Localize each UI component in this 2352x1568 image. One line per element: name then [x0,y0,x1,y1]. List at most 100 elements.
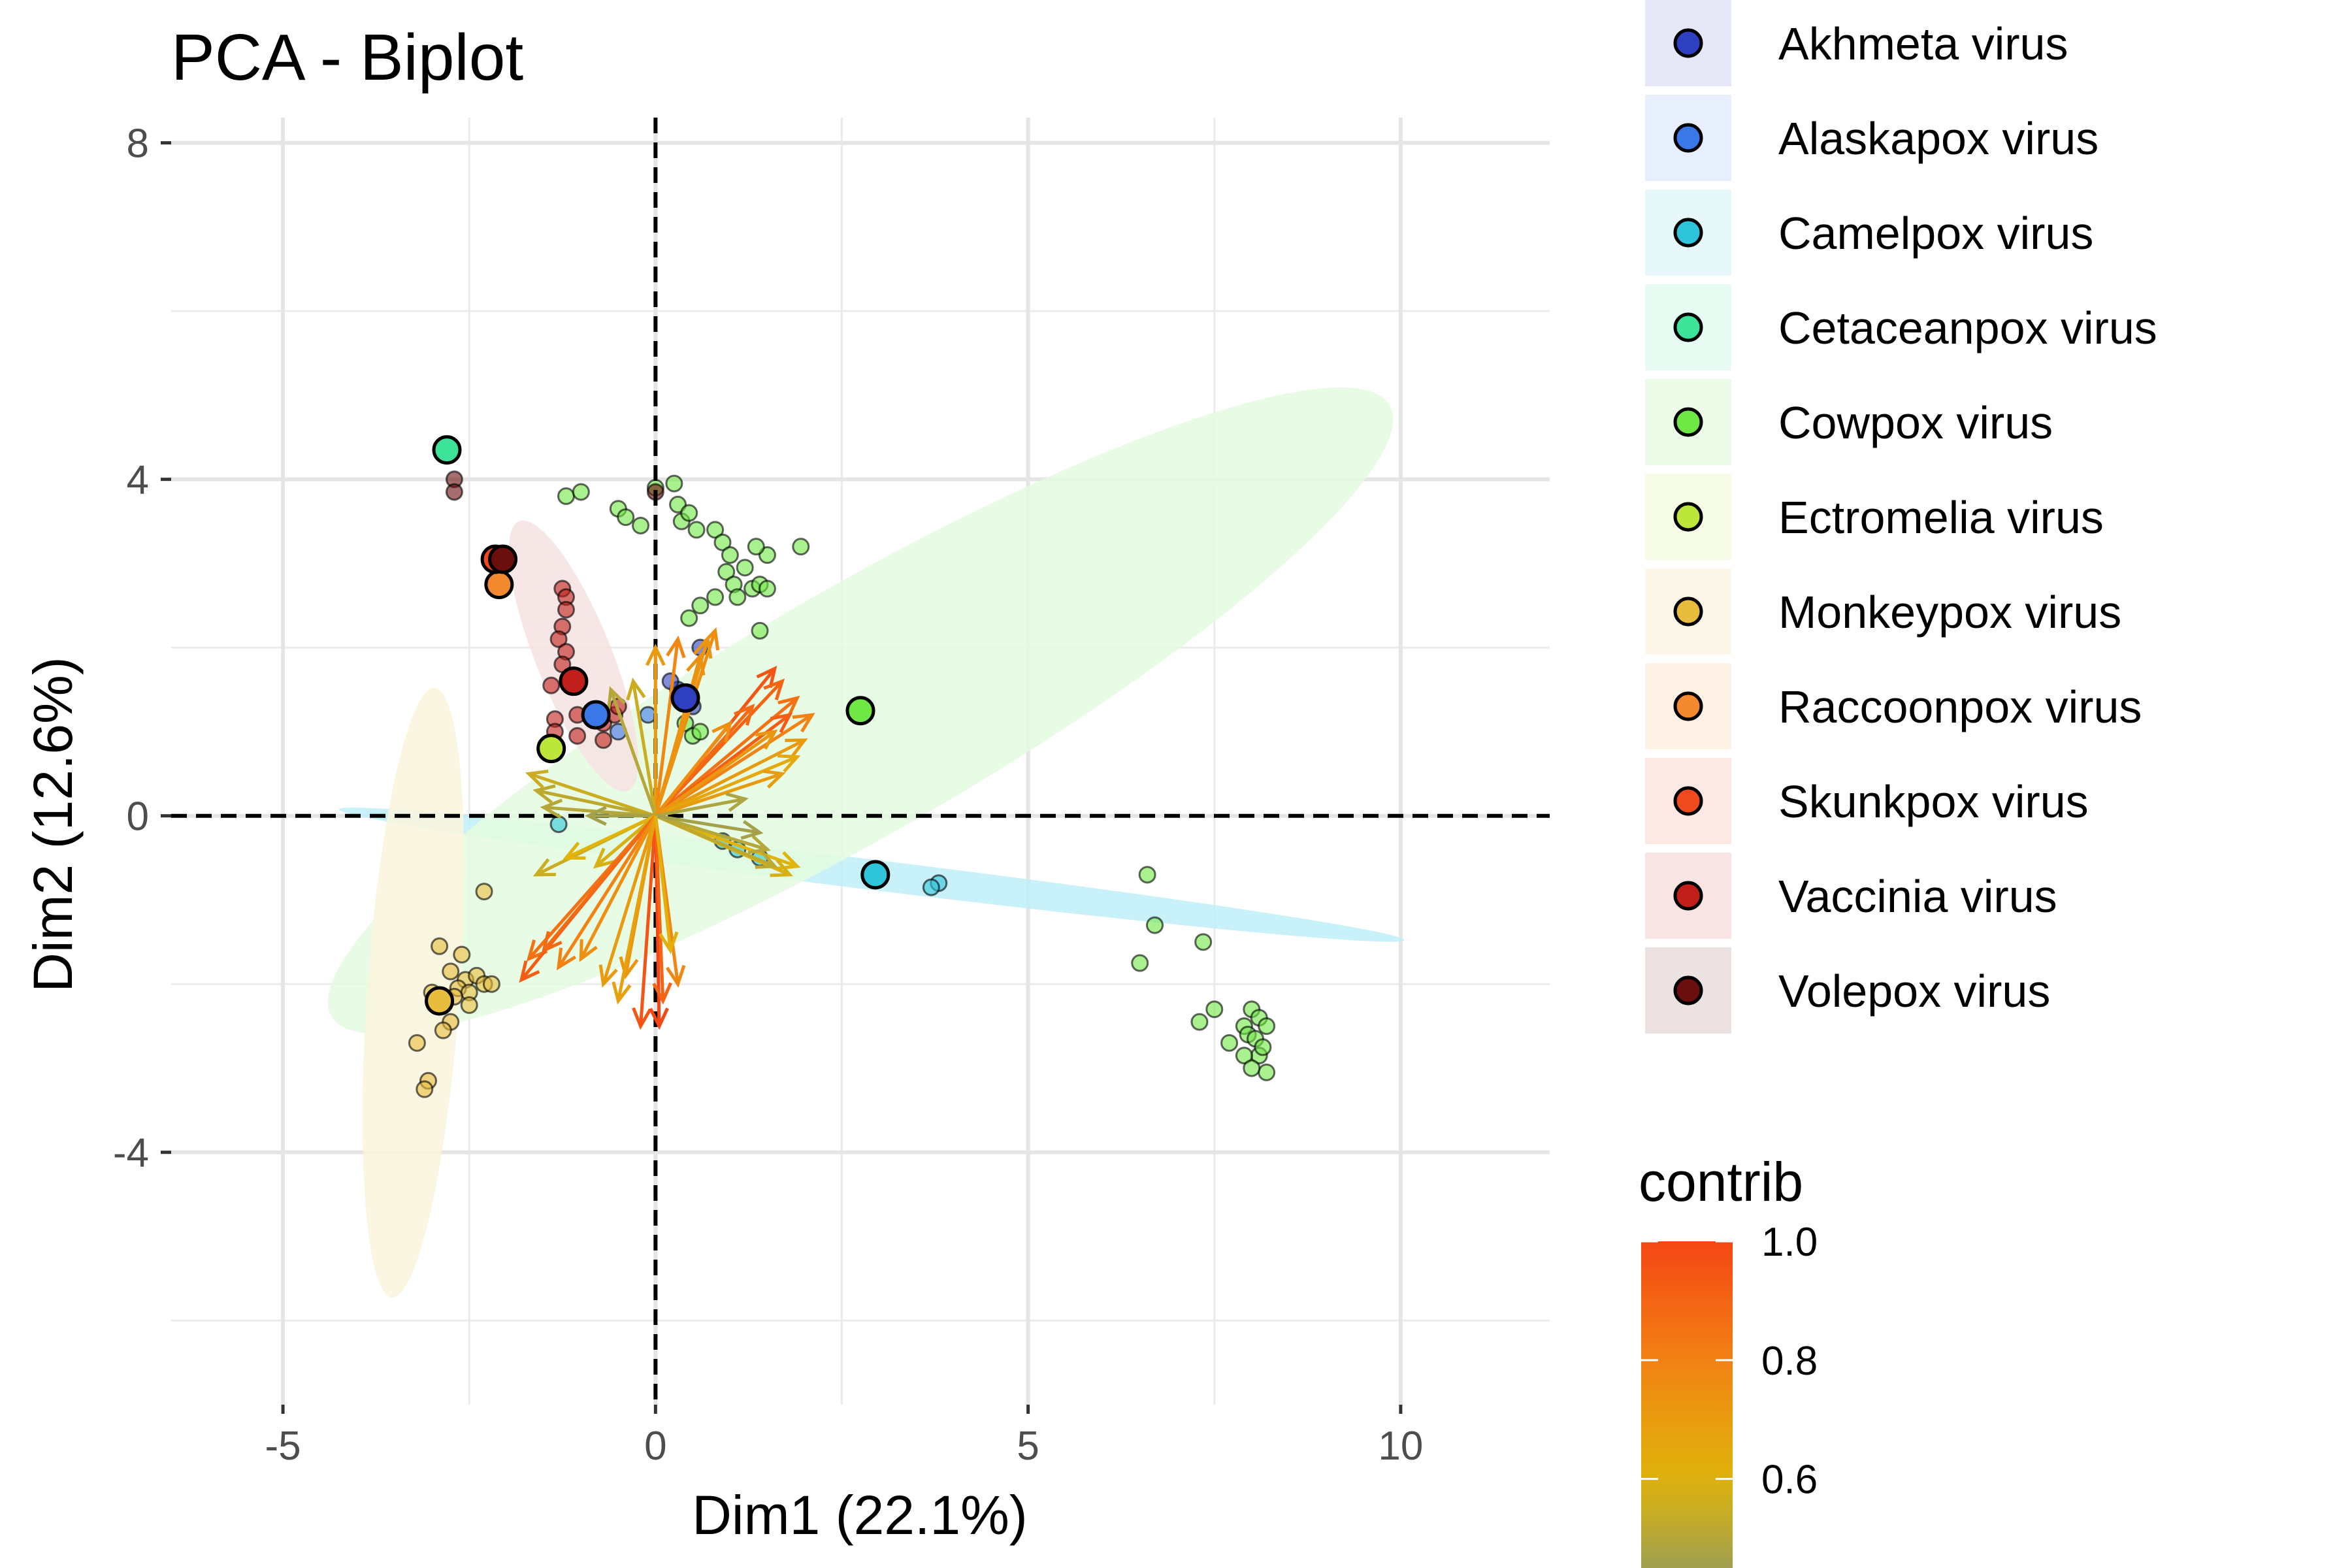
variable-arrow-head [763,678,785,701]
data-point [1235,1047,1253,1065]
variable-arrow-head [666,635,686,659]
data-point [665,474,683,493]
data-point [1194,933,1213,951]
variable-arrow-head [740,820,764,840]
data-point [728,588,747,606]
data-point [639,706,657,724]
variable-arrow-head [711,720,733,743]
variable-arrow-head [598,964,618,988]
data-point [445,483,463,501]
group-centroid [670,683,700,713]
data-point [1131,954,1149,972]
data-point [751,621,769,640]
data-point [792,538,810,556]
data-point [706,588,725,606]
legend-item: Cowpox virus [1645,379,2053,465]
variable-arrow [655,814,760,834]
y-tick-label: -4 [113,1131,149,1176]
legend-key-point [1673,123,1703,153]
variable-arrow-head [645,644,666,666]
variable-arrow [609,689,657,817]
y-tick-label: 8 [127,122,149,167]
variable-arrow [565,814,657,860]
legend-item: Skunkpox virus [1645,758,2089,844]
legend-label: Vaccinia virus [1778,871,2057,922]
data-point [434,1021,452,1039]
legend-label: Alaskapox virus [1778,113,2099,164]
x-tick-label: 5 [1017,1424,1039,1469]
data-point [713,533,732,551]
data-point [572,483,590,501]
colorbar-title: contrib [1639,1151,1803,1213]
data-point [617,508,635,527]
data-point [706,521,725,539]
group-centroid [536,734,566,764]
legend-key-point [1673,691,1703,721]
variable-arrow [536,789,656,818]
group-centroid [488,544,518,574]
variable-arrow [655,797,745,818]
variable-arrow [528,772,657,818]
data-point [557,600,575,619]
data-point [557,487,575,505]
plot-panel [171,118,1550,1405]
legend-key-point [1673,218,1703,248]
data-point [408,1034,426,1052]
group-centroid [860,860,890,890]
legend-item: Akhmeta virus [1645,0,2068,86]
variable-arrow-head [665,964,686,988]
legend-item: Monkeypox virus [1645,568,2121,655]
variable-arrow-head [659,931,679,955]
colorbar-tick-label: 1.0 [1761,1220,1818,1265]
chart-title: PCA - Biplot [171,21,523,94]
legend-key-point [1673,596,1703,627]
legend-item: Camelpox virus [1645,189,2093,276]
data-point [1254,1038,1272,1056]
data-point [680,504,698,522]
variable-arrow [653,815,665,1002]
data-point [595,731,613,749]
legend-item: Alaskapox virus [1645,95,2099,181]
variable-arrow-head [593,847,615,869]
variable-arrow-head [556,947,576,971]
group-centroid [559,666,589,696]
variable-arrow-head [747,835,771,855]
variable-arrow [631,681,657,817]
data-point [542,676,561,694]
legend-key-point [1673,975,1703,1005]
variable-arrow [655,738,806,817]
legend-item: Raccoonpox virus [1645,663,2142,749]
group-centroid [432,435,462,465]
variable-arrow-head [792,713,815,733]
x-tick-label: 10 [1378,1424,1423,1469]
variable-arrow [557,815,657,968]
variable-arrow-head [770,712,793,733]
data-point [687,521,706,539]
data-point [1243,1059,1261,1077]
data-point [453,945,471,964]
legend-item: Volepox virus [1645,947,2050,1034]
legend-label: Volepox virus [1778,966,2050,1017]
data-point [1258,1063,1276,1081]
data-point [1138,866,1156,884]
variable-arrow [654,722,732,817]
group-centroid [581,700,611,730]
data-point [721,546,739,564]
data-point [691,723,710,741]
variable-arrow-head [652,982,673,1005]
variable-arrow-head [770,858,793,877]
data-point [568,727,587,745]
data-point [475,883,493,901]
variable-arrow-head [540,798,563,819]
confidence-ellipse [362,687,465,1298]
data-point [922,878,940,896]
data-point [431,937,449,955]
legend-key-point [1673,28,1703,58]
data-point [1258,1017,1276,1036]
group-centroid [845,696,875,726]
x-axis-title: Dim1 (22.1%) [692,1484,1027,1546]
variable-arrow [655,814,768,851]
x-axis: -5 0 5 10 [265,1405,1423,1469]
variable-arrow-head [755,850,779,869]
